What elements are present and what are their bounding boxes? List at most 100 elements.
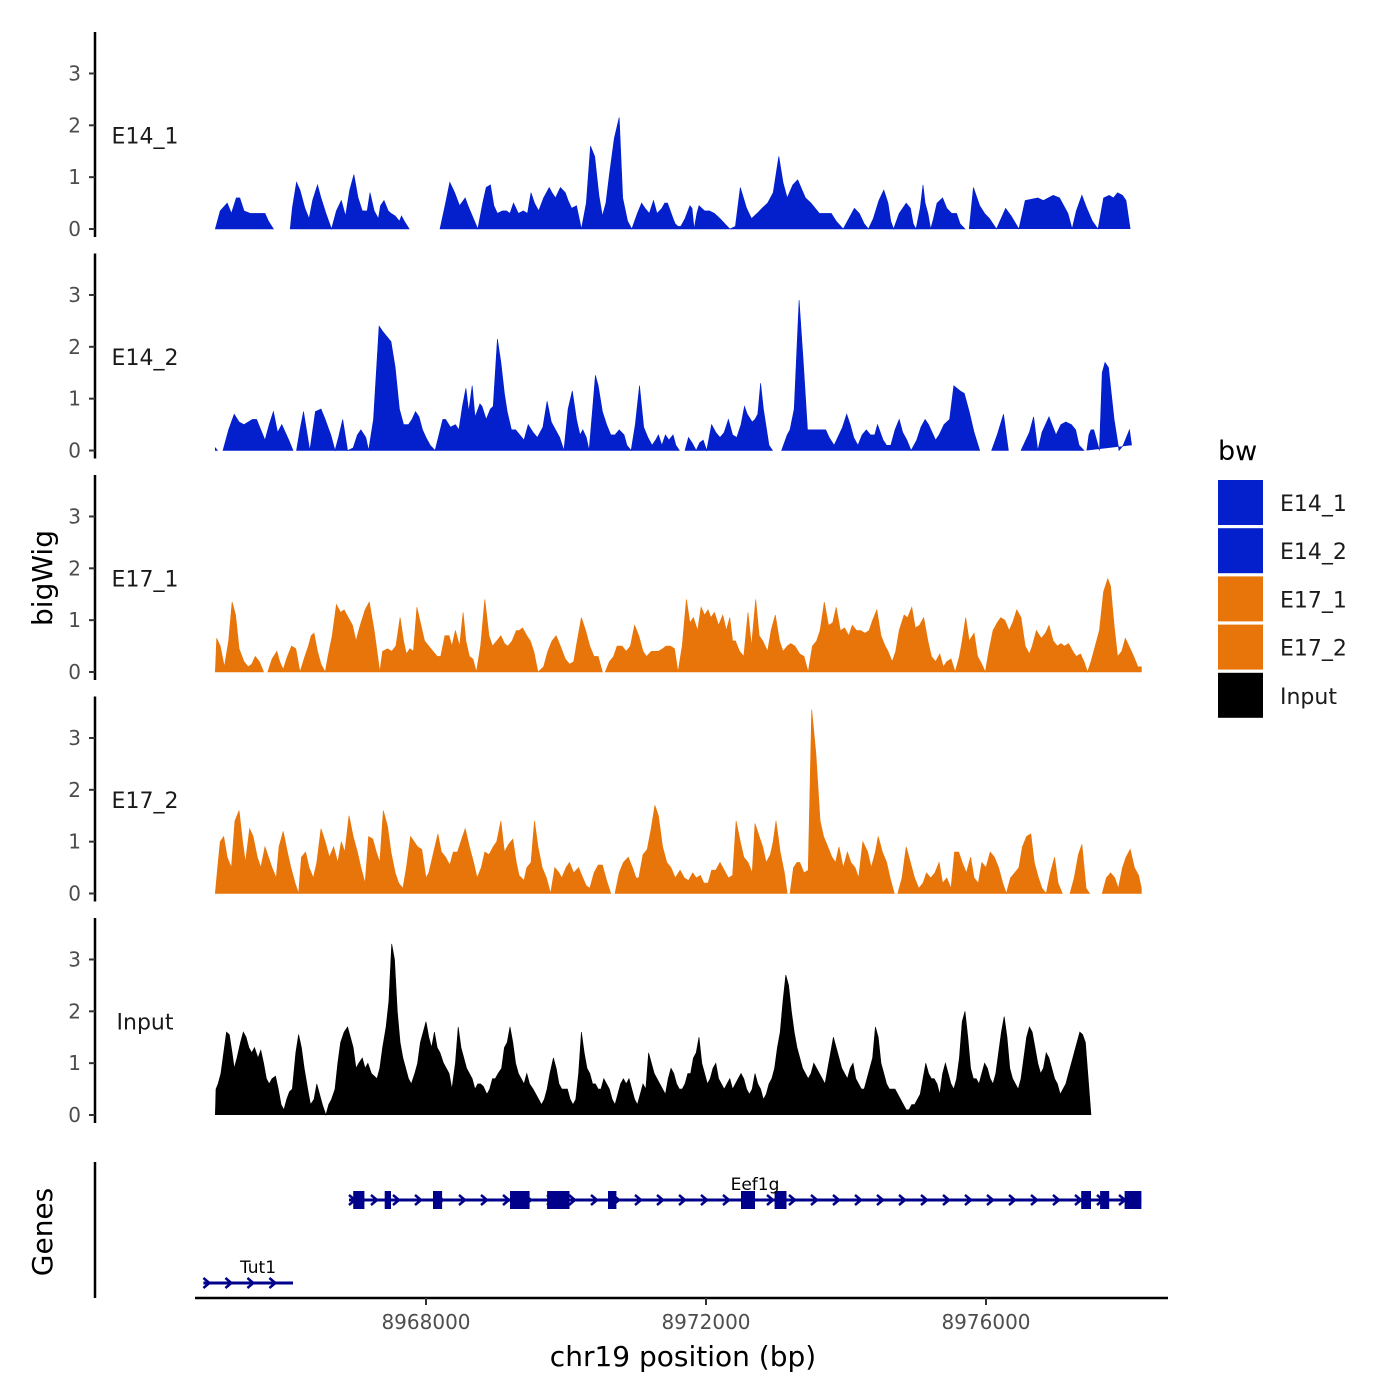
legend-title: bw bbox=[1218, 436, 1257, 467]
y-tick-label: 0 bbox=[68, 439, 81, 463]
track-label: E14_2 bbox=[112, 346, 179, 371]
exon bbox=[384, 1191, 391, 1209]
signal-area bbox=[1020, 416, 1085, 451]
y-axis-title: bigWig bbox=[26, 530, 59, 626]
signal-area bbox=[897, 833, 1063, 895]
gene-eef1g: Eef1g bbox=[348, 1175, 1142, 1209]
track-e17-2: 0 1 2 3 E17_2 bbox=[68, 696, 1142, 906]
strand-arrow bbox=[766, 1194, 775, 1206]
legend-swatch-input bbox=[1218, 672, 1263, 718]
signal-area bbox=[614, 805, 788, 894]
signal-area bbox=[968, 187, 1131, 230]
legend-label: E14_1 bbox=[1280, 492, 1347, 517]
legend-label: E17_1 bbox=[1280, 588, 1347, 613]
strand-arrow bbox=[458, 1194, 467, 1206]
genes-panel: Eef1g Tut1 bbox=[93, 1162, 1142, 1298]
y-tick-label: 1 bbox=[68, 608, 81, 632]
genes-axis-title: Genes bbox=[26, 1188, 59, 1276]
signal-area bbox=[215, 943, 1092, 1117]
exon bbox=[1081, 1191, 1091, 1209]
strand-arrow bbox=[854, 1194, 863, 1206]
y-tick-label: 2 bbox=[68, 778, 81, 802]
y-tick-label: 0 bbox=[68, 217, 81, 241]
strand-arrow bbox=[590, 1194, 599, 1206]
y-tick-label: 2 bbox=[68, 335, 81, 359]
strand-arrow bbox=[1008, 1194, 1017, 1206]
y-tick-label: 3 bbox=[68, 726, 81, 750]
strand-arrow bbox=[268, 1277, 278, 1289]
track-input: 0 1 2 3 Input bbox=[68, 918, 1092, 1127]
exon bbox=[510, 1191, 530, 1209]
legend: bw E14_1 E14_2 E17_1 E17_2 Input bbox=[1218, 436, 1347, 718]
exon bbox=[608, 1191, 617, 1209]
y-tick-label: 3 bbox=[68, 947, 81, 971]
strand-arrow bbox=[832, 1194, 841, 1206]
strand-arrow bbox=[1052, 1194, 1061, 1206]
strand-arrow bbox=[568, 1194, 577, 1206]
x-tick-label: 8976000 bbox=[941, 1310, 1030, 1334]
signal-area bbox=[1069, 844, 1091, 894]
signal-area bbox=[1101, 848, 1142, 894]
y-tick-label: 2 bbox=[68, 113, 81, 137]
track-e17-1: 0 1 2 3 E17_1 bbox=[68, 475, 1142, 684]
strand-arrow bbox=[1030, 1194, 1039, 1206]
signal-area bbox=[781, 300, 981, 452]
strand-arrow bbox=[480, 1194, 489, 1206]
y-tick-label: 1 bbox=[68, 1051, 81, 1075]
track-label: E17_1 bbox=[112, 568, 179, 593]
strand-arrow bbox=[202, 1277, 212, 1289]
exon bbox=[741, 1191, 755, 1209]
legend-label: E17_2 bbox=[1280, 637, 1347, 662]
legend-label: Input bbox=[1280, 685, 1337, 710]
signal-area bbox=[684, 383, 774, 452]
y-tick-label: 1 bbox=[68, 165, 81, 189]
strand-arrow bbox=[942, 1194, 951, 1206]
x-tick-label: 8972000 bbox=[661, 1310, 750, 1334]
gene-label: Tut1 bbox=[239, 1258, 276, 1278]
strand-arrow bbox=[678, 1194, 687, 1206]
strand-arrow bbox=[810, 1194, 819, 1206]
signal-area bbox=[789, 709, 895, 894]
strand-arrow bbox=[788, 1194, 797, 1206]
signal-area bbox=[267, 599, 603, 673]
strand-arrow bbox=[392, 1194, 401, 1206]
exon bbox=[547, 1191, 570, 1209]
x-axis-title: chr19 position (bp) bbox=[550, 1340, 816, 1373]
signal-area bbox=[214, 810, 612, 894]
y-tick-label: 0 bbox=[68, 882, 81, 906]
strand-arrow bbox=[920, 1194, 929, 1206]
y-tick-label: 0 bbox=[68, 660, 81, 684]
strand-arrow bbox=[1074, 1194, 1083, 1206]
y-tick-label: 0 bbox=[68, 1103, 81, 1127]
signal-area bbox=[214, 197, 274, 230]
y-tick-label: 2 bbox=[68, 999, 81, 1023]
exon bbox=[1124, 1191, 1142, 1209]
legend-swatch-e14-2 bbox=[1218, 528, 1263, 574]
legend-swatch-e17-2 bbox=[1218, 624, 1263, 670]
signal-area bbox=[1086, 361, 1132, 452]
signal-area bbox=[222, 410, 294, 451]
y-tick-label: 3 bbox=[68, 283, 81, 307]
x-axis: 8968000 8972000 8976000 bbox=[195, 1296, 1168, 1334]
track-label: E14_1 bbox=[112, 125, 179, 150]
signal-area bbox=[991, 414, 1009, 451]
y-tick-label: 3 bbox=[68, 61, 81, 85]
strand-arrow bbox=[898, 1194, 907, 1206]
legend-swatch-e14-1 bbox=[1218, 480, 1263, 525]
x-tick-label: 8968000 bbox=[381, 1310, 470, 1334]
y-tick-label: 1 bbox=[68, 830, 81, 854]
strand-arrow bbox=[986, 1194, 995, 1206]
strand-arrow bbox=[964, 1194, 973, 1206]
legend-label: E14_2 bbox=[1280, 540, 1347, 565]
exon bbox=[353, 1191, 365, 1209]
strand-arrow bbox=[246, 1277, 256, 1289]
strand-arrow bbox=[656, 1194, 665, 1206]
strand-arrow bbox=[876, 1194, 885, 1206]
strand-arrow bbox=[502, 1194, 511, 1206]
legend-swatch-e17-1 bbox=[1218, 576, 1263, 622]
strand-arrow bbox=[414, 1194, 423, 1206]
y-tick-label: 3 bbox=[68, 504, 81, 528]
signal-area bbox=[296, 325, 680, 452]
exon bbox=[1100, 1191, 1110, 1209]
